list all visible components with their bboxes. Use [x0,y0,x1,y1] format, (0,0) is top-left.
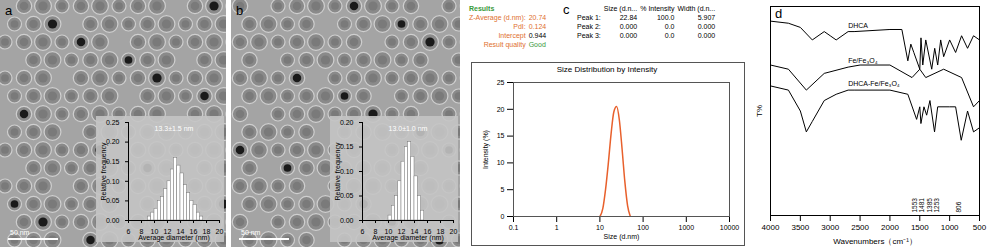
svg-text:5: 5 [501,186,505,193]
svg-text:1000: 1000 [941,223,959,232]
html-text:Result quality Good: Result quality Good [483,41,546,48]
svg-text:0.10: 0.10 [106,178,120,185]
html-text:Results: Results [469,5,495,12]
svg-text:1: 1 [555,224,559,231]
svg-text:1553: 1553 [911,198,918,213]
html-text:Peak 3:: Peak 3: [577,32,601,39]
svg-text:20: 20 [497,106,505,113]
html-text:Peak 2:: Peak 2: [577,23,601,30]
svg-text:3000: 3000 [821,223,839,232]
html-text:0.0: 0.0 [664,32,675,39]
svg-text:DHCA-Fe/Fe₃O₄: DHCA-Fe/Fe₃O₄ [848,80,900,87]
html-text:Z-Average (d.nm): 20.74: Z-Average (d.nm): 20.74 [469,14,547,21]
svg-text:Average diameter (nm): Average diameter (nm) [138,234,209,242]
svg-text:2000: 2000 [881,223,899,232]
svg-text:0.00: 0.00 [340,217,354,224]
svg-text:16: 16 [189,228,198,236]
svg-text:10000: 10000 [720,224,740,231]
svg-text:14: 14 [176,228,185,236]
html-text:0.000: 0.000 [697,32,716,39]
svg-text:0: 0 [501,213,505,220]
svg-text:12: 12 [397,228,406,236]
svg-text:1481: 1481 [918,198,925,213]
svg-text:20: 20 [450,228,458,235]
html-text:Peak 1:: Peak 1: [577,14,601,21]
html-text:0.000: 0.000 [619,23,638,30]
svg-text:Fe/Fe₃O₄: Fe/Fe₃O₄ [848,57,878,64]
svg-text:0.1: 0.1 [509,224,519,231]
svg-text:Relative frequency: Relative frequency [334,142,342,200]
svg-text:DHCA: DHCA [848,22,868,29]
html-text:0.000: 0.000 [697,23,716,30]
html-text:Intercept 0.944: Intercept 0.944 [498,32,547,39]
html-text:Size (d.n... % Intensity Width: Size (d.n... % Intensity Width (d.n... [603,5,716,12]
svg-text:18: 18 [436,228,445,236]
svg-text:16: 16 [423,228,432,236]
html-text:0.000: 0.000 [619,32,638,39]
svg-text:10: 10 [497,159,505,166]
svg-text:18: 18 [202,228,211,236]
svg-text:Relative frequency: Relative frequency [100,142,108,200]
html-text:c: c [563,2,570,17]
svg-text:50 nm: 50 nm [10,229,30,236]
svg-text:8: 8 [373,228,378,236]
html-text:PdI: 0.124: PdI: 0.124 [513,23,547,30]
svg-text:6: 6 [127,228,131,235]
svg-text:Wavenumbers（cm⁻¹）: Wavenumbers（cm⁻¹） [833,237,917,246]
html-text:0.0: 0.0 [664,23,675,30]
svg-text:1385: 1385 [926,198,933,213]
svg-text:1253: 1253 [933,198,940,213]
html-text:5.907: 5.907 [697,14,716,21]
svg-text:T%: T% [755,105,764,117]
svg-text:Average diameter (nm): Average diameter (nm) [372,234,443,242]
html-text:d: d [775,6,783,21]
html-text:Size Distribution by Intensity: Size Distribution by Intensity [556,65,658,74]
svg-text:10: 10 [596,224,604,231]
svg-text:3500: 3500 [791,223,809,232]
svg-text:14: 14 [410,228,419,236]
svg-text:1000: 1000 [679,224,695,231]
svg-text:6: 6 [361,228,365,235]
svg-text:0.20: 0.20 [340,119,354,126]
svg-text:0.15: 0.15 [340,143,354,150]
svg-text:20: 20 [216,228,224,235]
svg-text:0.05: 0.05 [340,192,354,199]
svg-text:100: 100 [637,224,649,231]
html-text:100.0: 100.0 [656,14,675,21]
svg-text:0.00: 0.00 [106,217,120,224]
svg-text:13.3±1.5 nm: 13.3±1.5 nm [155,125,194,132]
svg-text:1500: 1500 [911,223,929,232]
svg-text:806: 806 [955,201,962,212]
svg-text:0.05: 0.05 [106,197,120,204]
svg-text:10: 10 [384,228,393,236]
svg-text:25: 25 [497,79,505,86]
svg-text:12: 12 [163,228,172,236]
svg-text:0.25: 0.25 [106,119,120,126]
svg-text:Intensity (%): Intensity (%) [482,130,490,169]
svg-text:15: 15 [497,132,505,139]
svg-text:8: 8 [139,228,144,236]
svg-text:10: 10 [150,228,159,236]
svg-text:0.15: 0.15 [106,158,120,165]
svg-text:2500: 2500 [851,223,869,232]
html-text:a: a [5,3,13,18]
svg-text:13.0±1.0 nm: 13.0±1.0 nm [389,125,428,132]
html-text:22.84: 22.84 [619,14,638,21]
svg-text:50 nm: 50 nm [241,229,261,236]
svg-text:500: 500 [973,223,987,232]
svg-text:Size (d.nm): Size (d.nm) [604,233,640,241]
svg-text:4000: 4000 [762,223,780,232]
html-text:b: b [236,3,244,18]
svg-text:0.20: 0.20 [106,138,120,145]
svg-text:0.10: 0.10 [340,168,354,175]
